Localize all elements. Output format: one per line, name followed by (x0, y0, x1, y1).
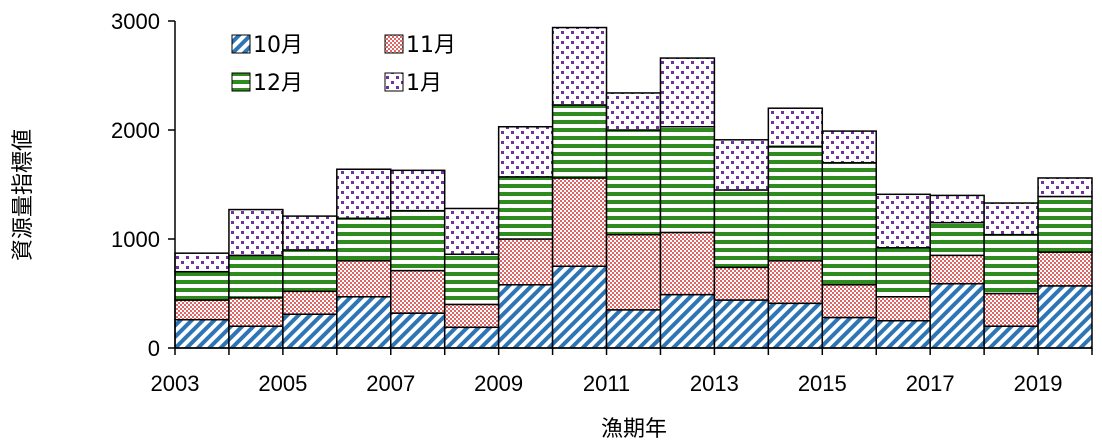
y-tick-label: 0 (148, 336, 160, 361)
bar-segment-2004-series-2 (228, 254, 284, 299)
bar-segment-2018-series-1 (983, 292, 1039, 327)
bar-segment-2018-series-2 (983, 233, 1039, 295)
bar-segment-2019-series-2 (1037, 195, 1093, 253)
bar-segment-2004-series-3 (228, 208, 284, 257)
bar-segment-2006-series-3 (336, 168, 392, 220)
bar-segment-2017-series-3 (929, 194, 985, 224)
bar-segment-2006-series-2 (336, 217, 392, 262)
x-tick-label: 2009 (474, 371, 523, 396)
bar-segment-2009-series-0 (497, 284, 554, 349)
bar-segment-2003-series-0 (174, 318, 230, 349)
bar-segment-2019-series-0 (1037, 285, 1093, 349)
bar-segment-2013-series-3 (713, 139, 770, 191)
x-tick-label: 2017 (906, 371, 955, 396)
bar-segment-2017-series-0 (929, 282, 985, 349)
legend-swatch-series-0 (231, 34, 251, 54)
x-tick-label: 2013 (690, 371, 739, 396)
bar-segment-2011-series-2 (605, 129, 662, 236)
bar-segment-2010-series-0 (551, 265, 608, 349)
bar-segment-2010-series-1 (551, 177, 608, 268)
bar-segment-2005-series-0 (282, 313, 338, 349)
bar-segment-2014-series-1 (767, 260, 824, 305)
x-ticks: 2003 2005 2007 2009 2011 2013 2015 2017 2019 (151, 348, 1093, 396)
bar-segment-2008-series-3 (443, 207, 500, 256)
bar-segment-2013-series-0 (713, 299, 770, 349)
bar-segment-2008-series-2 (443, 253, 500, 306)
bar-segment-2003-series-1 (174, 299, 230, 321)
bar-segment-2014-series-2 (767, 145, 824, 262)
bar-segment-2004-series-1 (228, 297, 284, 327)
x-axis-title: 漁期年 (601, 417, 667, 442)
bar-segment-2015-series-0 (821, 316, 877, 349)
bar-segment-2016-series-1 (875, 296, 931, 322)
bar-segment-2007-series-2 (390, 209, 446, 272)
x-tick-label: 2015 (798, 371, 847, 396)
bar-segment-2011-series-0 (605, 309, 662, 349)
y-tick-label: 1000 (111, 227, 160, 252)
bar-segment-2012-series-1 (659, 231, 716, 296)
bar-segment-2005-series-1 (282, 290, 338, 315)
bars (174, 26, 1093, 349)
x-tick-label: 2003 (151, 371, 200, 396)
bar-segment-2007-series-3 (390, 169, 446, 212)
bar-segment-2006-series-0 (336, 296, 392, 349)
legend-label-series-1: 11月 (406, 33, 456, 58)
bar-segment-2018-series-3 (983, 202, 1039, 236)
bar-segment-2007-series-0 (390, 312, 446, 349)
bar-segment-2008-series-1 (443, 303, 500, 329)
x-tick-label: 2011 (583, 371, 630, 396)
legend-label-series-0: 10月 (253, 33, 303, 58)
bar-segment-2004-series-0 (228, 325, 284, 349)
bar-segment-2017-series-2 (929, 221, 985, 257)
legend-swatch-series-2 (231, 72, 251, 92)
bar-segment-2012-series-3 (659, 57, 716, 128)
bar-segment-2003-series-2 (174, 270, 230, 301)
bar-segment-2015-series-3 (821, 130, 877, 164)
bar-segment-2014-series-3 (767, 107, 824, 148)
bar-segment-2019-series-1 (1037, 251, 1093, 287)
legend: 10月 11月 12月 1月 (231, 33, 456, 96)
y-axis-title: 資源量指標値 (11, 129, 36, 261)
bar-segment-2016-series-3 (875, 193, 931, 249)
bar-segment-2013-series-1 (713, 266, 770, 301)
bar-segment-2009-series-1 (497, 238, 554, 286)
bar-segment-2018-series-0 (983, 325, 1039, 349)
bar-segment-2015-series-2 (821, 161, 877, 286)
y-tick-label: 2000 (111, 118, 160, 143)
y-ticks: 0 1000 2000 3000 (111, 9, 175, 361)
x-tick-label: 2005 (258, 371, 307, 396)
bar-segment-2012-series-2 (659, 125, 716, 234)
x-tick-label: 2007 (366, 371, 415, 396)
bar-segment-2014-series-0 (767, 302, 824, 349)
bar-segment-2009-series-2 (497, 176, 554, 240)
bar-segment-2015-series-1 (821, 284, 877, 319)
legend-swatch-series-3 (384, 72, 404, 92)
bar-segment-2003-series-3 (174, 252, 230, 273)
x-tick-label: 2019 (1014, 371, 1063, 396)
bar-segment-2016-series-2 (875, 246, 931, 298)
bar-segment-2013-series-2 (713, 189, 770, 269)
legend-label-series-2: 12月 (253, 71, 303, 96)
y-tick-label: 3000 (111, 9, 160, 34)
bar-segment-2016-series-0 (875, 320, 931, 349)
bar-segment-2011-series-1 (605, 233, 662, 311)
bar-segment-2017-series-1 (929, 254, 985, 285)
bar-segment-2011-series-3 (605, 92, 662, 131)
bar-segment-2007-series-1 (390, 269, 446, 314)
bar-segment-2019-series-3 (1037, 177, 1093, 198)
bar-segment-2005-series-3 (282, 215, 338, 251)
bar-segment-2006-series-1 (336, 260, 392, 298)
legend-swatch-series-1 (384, 34, 404, 54)
bar-segment-2012-series-0 (659, 293, 716, 349)
bar-segment-2008-series-0 (443, 326, 500, 349)
bar-segment-2010-series-2 (551, 104, 608, 179)
axes (174, 21, 1092, 349)
bar-segment-2005-series-2 (282, 249, 338, 293)
bar-segment-2010-series-3 (551, 26, 608, 106)
bar-segment-2009-series-3 (497, 125, 554, 178)
legend-label-series-3: 1月 (406, 71, 442, 96)
